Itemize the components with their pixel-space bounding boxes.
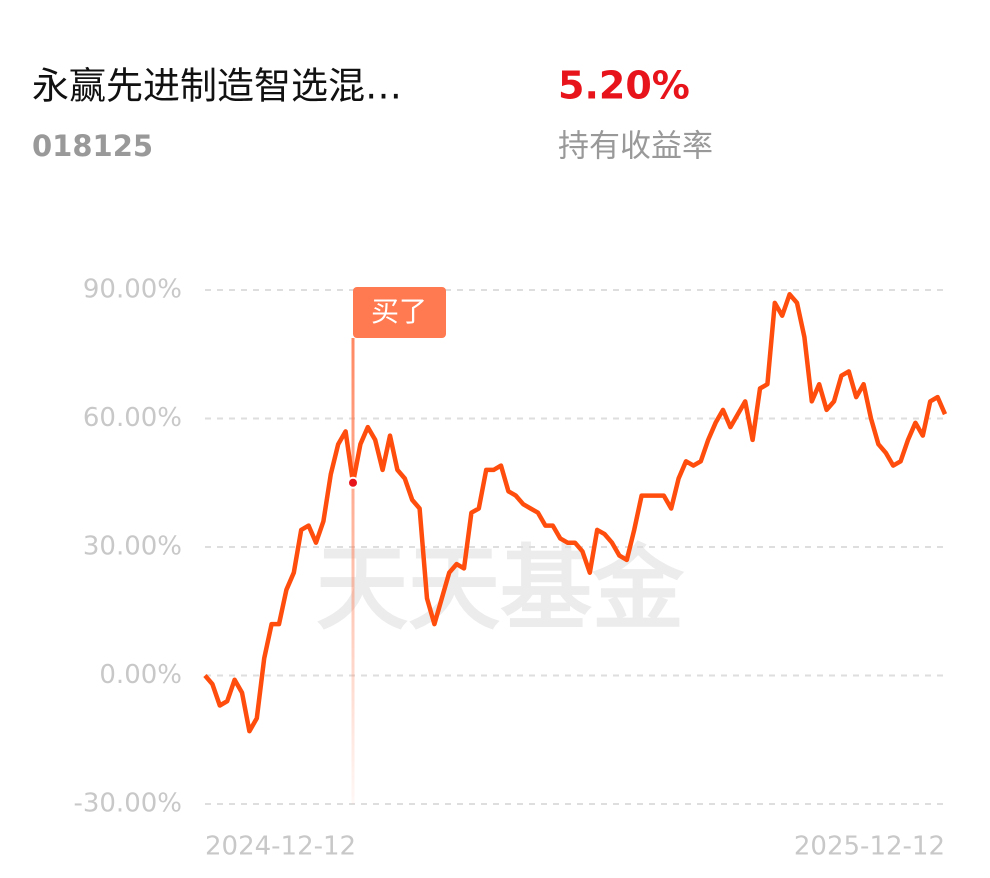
buy-marker-line — [351, 338, 355, 804]
return-value: 5.20% — [558, 64, 690, 108]
x-tick-label: 2024-12-12 — [205, 832, 356, 862]
buy-tag-label: 买了 — [371, 295, 427, 328]
buy-tag — [353, 287, 446, 338]
fund-code: 018125 — [32, 129, 153, 163]
series-line — [203, 292, 948, 734]
fund-name: 永赢先进制造智选混… — [32, 65, 402, 108]
watermark: 天天基金 — [316, 535, 685, 642]
y-tick-label: -30.00% — [73, 789, 182, 819]
y-tick-label: 30.00% — [83, 532, 182, 562]
y-tick-label: 60.00% — [83, 403, 182, 433]
buy-point — [347, 476, 359, 489]
y-tick-label: 0.00% — [99, 660, 182, 690]
return-label: 持有收益率 — [558, 129, 713, 165]
y-tick-label: 90.00% — [83, 275, 182, 305]
x-tick-label: 2025-12-12 — [794, 832, 945, 862]
